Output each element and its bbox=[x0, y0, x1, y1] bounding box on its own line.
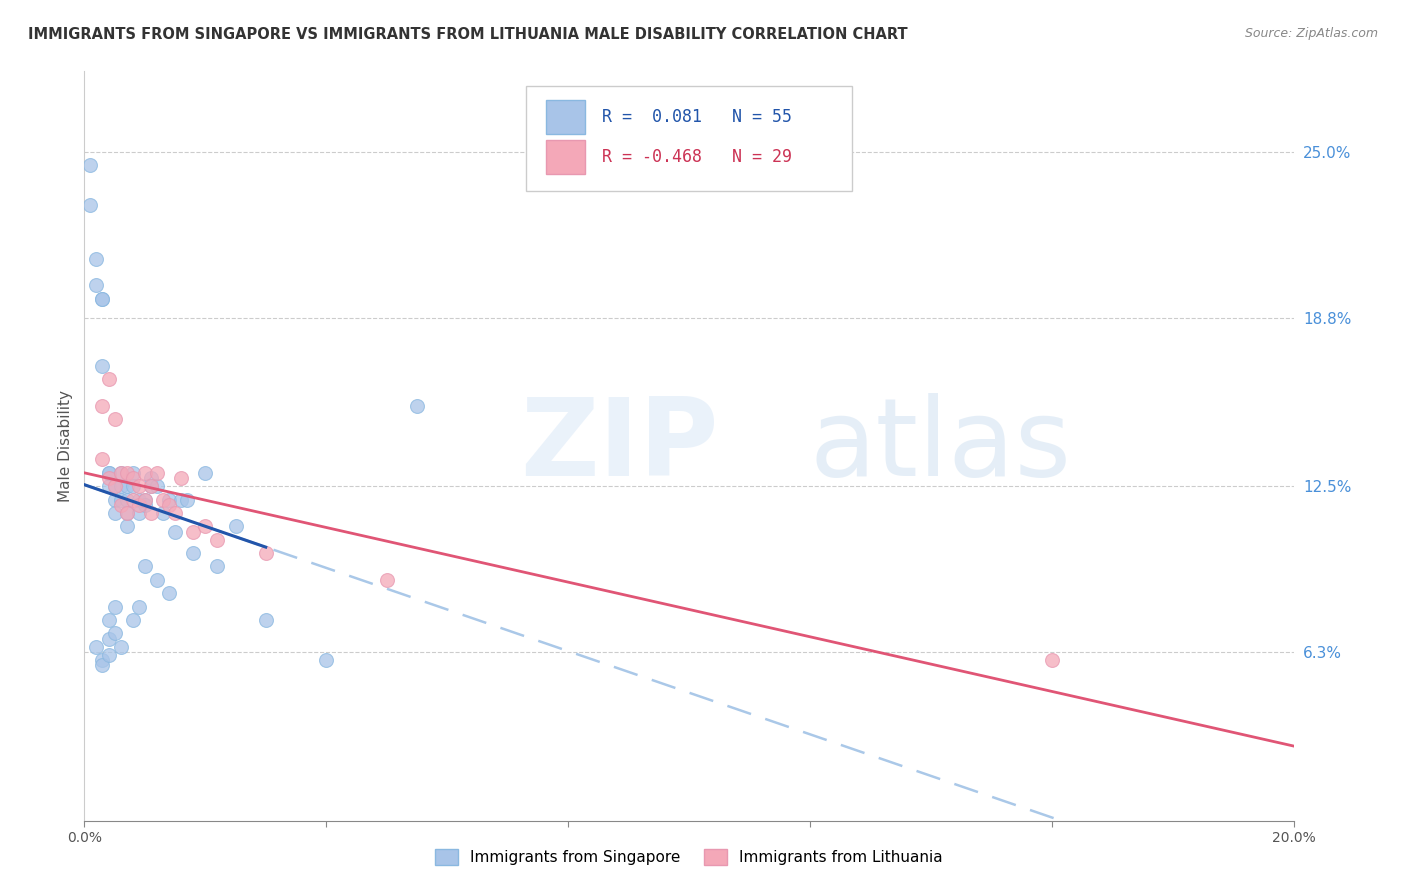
Point bbox=[128, 492, 150, 507]
Point bbox=[157, 586, 180, 600]
Point bbox=[128, 506, 150, 520]
Point bbox=[128, 479, 150, 493]
Point bbox=[104, 506, 127, 520]
Point bbox=[375, 573, 398, 587]
Point bbox=[97, 471, 120, 485]
Point bbox=[207, 559, 229, 574]
FancyBboxPatch shape bbox=[547, 140, 585, 174]
Point bbox=[110, 640, 132, 654]
Point bbox=[152, 506, 174, 520]
Point bbox=[86, 252, 108, 266]
Point bbox=[139, 479, 162, 493]
Point bbox=[97, 466, 120, 480]
Text: R =  0.081   N = 55: R = 0.081 N = 55 bbox=[602, 108, 792, 126]
Point bbox=[128, 498, 150, 512]
Point bbox=[115, 519, 138, 533]
Point bbox=[97, 648, 120, 662]
Point bbox=[91, 658, 114, 673]
FancyBboxPatch shape bbox=[526, 87, 852, 191]
Point bbox=[225, 519, 247, 533]
Point bbox=[128, 599, 150, 614]
Text: Source: ZipAtlas.com: Source: ZipAtlas.com bbox=[1244, 27, 1378, 40]
Point bbox=[91, 399, 114, 413]
Point bbox=[121, 613, 143, 627]
Point bbox=[139, 506, 162, 520]
Point bbox=[157, 492, 180, 507]
Point bbox=[91, 292, 114, 306]
Y-axis label: Male Disability: Male Disability bbox=[58, 390, 73, 502]
Point bbox=[97, 613, 120, 627]
Point bbox=[104, 626, 127, 640]
Point bbox=[97, 466, 120, 480]
Point bbox=[146, 479, 169, 493]
Point bbox=[134, 498, 156, 512]
Point bbox=[170, 471, 193, 485]
Point bbox=[104, 479, 127, 493]
Point bbox=[121, 479, 143, 493]
Point bbox=[97, 372, 120, 386]
Point bbox=[134, 559, 156, 574]
Point bbox=[115, 492, 138, 507]
Point bbox=[115, 479, 138, 493]
Point bbox=[115, 466, 138, 480]
Point bbox=[207, 533, 229, 547]
Point bbox=[121, 492, 143, 507]
Text: R = -0.468   N = 29: R = -0.468 N = 29 bbox=[602, 148, 792, 166]
Point bbox=[79, 198, 101, 212]
Point bbox=[97, 632, 120, 646]
Text: IMMIGRANTS FROM SINGAPORE VS IMMIGRANTS FROM LITHUANIA MALE DISABILITY CORRELATI: IMMIGRANTS FROM SINGAPORE VS IMMIGRANTS … bbox=[28, 27, 908, 42]
Point bbox=[104, 479, 127, 493]
Point bbox=[146, 466, 169, 480]
Point bbox=[152, 492, 174, 507]
Point bbox=[194, 519, 217, 533]
Text: ZIP: ZIP bbox=[520, 393, 718, 499]
Point bbox=[315, 653, 337, 667]
Point bbox=[1040, 653, 1063, 667]
Legend: Immigrants from Singapore, Immigrants from Lithuania: Immigrants from Singapore, Immigrants fr… bbox=[427, 842, 950, 873]
Point bbox=[110, 498, 132, 512]
Point bbox=[104, 492, 127, 507]
FancyBboxPatch shape bbox=[547, 100, 585, 134]
Point bbox=[91, 653, 114, 667]
Point bbox=[110, 466, 132, 480]
Point bbox=[97, 479, 120, 493]
Point bbox=[91, 292, 114, 306]
Point bbox=[115, 506, 138, 520]
Point bbox=[134, 492, 156, 507]
Point bbox=[104, 412, 127, 426]
Point bbox=[254, 613, 277, 627]
Point bbox=[110, 479, 132, 493]
Point bbox=[91, 359, 114, 373]
Point bbox=[146, 573, 169, 587]
Point bbox=[165, 506, 187, 520]
Point bbox=[181, 546, 204, 560]
Point bbox=[91, 452, 114, 467]
Point bbox=[176, 492, 198, 507]
Point bbox=[86, 278, 108, 293]
Point bbox=[115, 506, 138, 520]
Point bbox=[181, 524, 204, 539]
Point bbox=[110, 466, 132, 480]
Point bbox=[139, 479, 162, 493]
Point bbox=[254, 546, 277, 560]
Point bbox=[170, 492, 193, 507]
Point bbox=[139, 471, 162, 485]
Point bbox=[110, 492, 132, 507]
Point bbox=[165, 524, 187, 539]
Point bbox=[134, 466, 156, 480]
Text: atlas: atlas bbox=[810, 393, 1071, 499]
Point bbox=[104, 599, 127, 614]
Point bbox=[121, 466, 143, 480]
Point bbox=[194, 466, 217, 480]
Point bbox=[121, 471, 143, 485]
Point bbox=[157, 498, 180, 512]
Point bbox=[134, 492, 156, 507]
Point bbox=[406, 399, 429, 413]
Point bbox=[79, 158, 101, 172]
Point bbox=[86, 640, 108, 654]
